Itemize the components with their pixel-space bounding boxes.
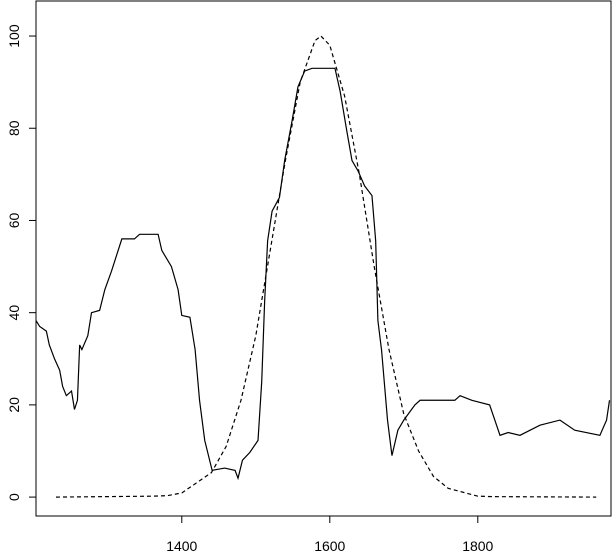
y-tick-label: 0 — [6, 493, 22, 501]
y-tick-label: 100 — [6, 24, 22, 48]
y-tick-label: 40 — [6, 305, 22, 321]
plot-frame — [35, 0, 612, 517]
x-tick-label: 1400 — [166, 538, 197, 554]
series-line — [35, 67, 611, 481]
y-tick-label: 20 — [6, 397, 22, 413]
y-tick-label: 80 — [6, 120, 22, 136]
y-tick-label: 60 — [6, 212, 22, 228]
x-tick-label: 1800 — [462, 538, 493, 554]
series-line — [55, 35, 597, 498]
x-tick-label: 1600 — [314, 538, 345, 554]
